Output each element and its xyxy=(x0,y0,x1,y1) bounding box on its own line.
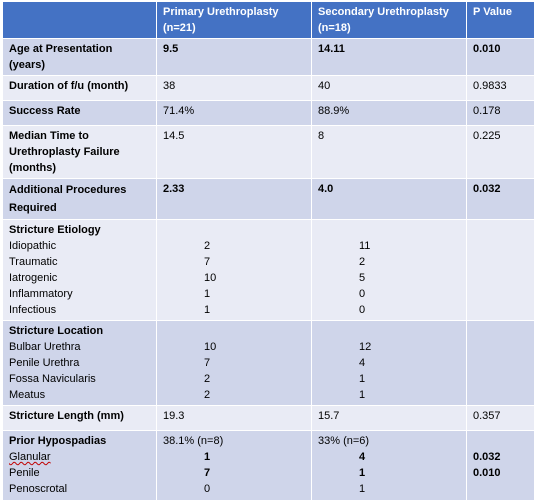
primary-value: 2 xyxy=(204,240,211,252)
row-label: Median Time to Urethroplasty Failure (mo… xyxy=(2,125,157,179)
secondary-value: 0 xyxy=(359,304,366,316)
row-label: Stricture Length (mm) xyxy=(2,405,157,431)
primary-total: 38.1% (n=8) xyxy=(163,435,224,447)
primary-value: 7 xyxy=(204,467,211,479)
p-value xyxy=(473,481,528,497)
primary-value: 1 xyxy=(204,451,211,463)
header-row: Primary Urethroplasty (n=21) Secondary U… xyxy=(2,1,535,39)
primary-value: 7 xyxy=(204,357,211,369)
secondary-value: 40 xyxy=(311,75,467,101)
row-age: Age at Presentation (years) 9.5 14.11 0.… xyxy=(2,38,535,76)
primary-value: 10 xyxy=(204,272,217,284)
location-name: Meatus xyxy=(9,389,46,401)
hypospadias-name: Penile xyxy=(9,467,40,479)
primary-value: 14.5 xyxy=(156,125,312,179)
hypospadias-primary: 38.1% (n=8) 1 7 0 xyxy=(156,430,312,501)
p-value: 0.178 xyxy=(466,100,535,126)
location-p xyxy=(466,320,535,406)
secondary-value: 14.11 xyxy=(311,38,467,76)
etiology-name: Infectious xyxy=(9,304,57,316)
p-value: 0.357 xyxy=(466,405,535,431)
hypospadias-title: Prior Hypospadias xyxy=(9,435,107,447)
etiology-name: Idiopathic xyxy=(9,240,57,252)
row-location: Stricture Location Bulbar Urethra Penile… xyxy=(2,320,535,406)
etiology-labels: Stricture Etiology Idiopathic Traumatic … xyxy=(2,219,157,321)
secondary-value: 4.0 xyxy=(311,178,467,220)
primary-value: 2 xyxy=(204,389,211,401)
location-primary: 10 7 2 2 xyxy=(156,320,312,406)
etiology-p xyxy=(466,219,535,321)
row-label: Success Rate xyxy=(2,100,157,126)
secondary-value: 1 xyxy=(359,467,366,479)
row-length: Stricture Length (mm) 19.3 15.7 0.357 xyxy=(2,405,535,431)
secondary-value: 1 xyxy=(359,373,366,385)
row-label: Age at Presentation (years) xyxy=(2,38,157,76)
primary-value: 0 xyxy=(204,483,211,495)
row-hypospadias: Prior Hypospadias Glanular Penile Penosc… xyxy=(2,430,535,501)
hypospadias-secondary: 33% (n=6) 4 1 1 xyxy=(311,430,467,501)
etiology-name: Iatrogenic xyxy=(9,272,58,284)
hypospadias-name: Glanular xyxy=(9,451,51,463)
primary-value: 7 xyxy=(204,256,211,268)
row-label: Additional Procedures Required xyxy=(2,178,157,220)
header-blank xyxy=(2,1,157,39)
etiology-name: Traumatic xyxy=(9,256,58,268)
secondary-value: 1 xyxy=(359,483,366,495)
row-etiology: Stricture Etiology Idiopathic Traumatic … xyxy=(2,219,535,321)
primary-value: 71.4% xyxy=(156,100,312,126)
location-title: Stricture Location xyxy=(9,325,104,337)
secondary-value: 8 xyxy=(311,125,467,179)
secondary-total: 33% (n=6) xyxy=(318,435,370,447)
etiology-secondary: 11 2 5 0 0 xyxy=(311,219,467,321)
secondary-value: 1 xyxy=(359,389,366,401)
secondary-value: 2 xyxy=(359,256,366,268)
location-name: Penile Urethra xyxy=(9,357,80,369)
primary-value: 9.5 xyxy=(156,38,312,76)
secondary-value: 5 xyxy=(359,272,366,284)
primary-value: 2 xyxy=(204,373,211,385)
location-name: Fossa Navicularis xyxy=(9,373,96,385)
secondary-value: 4 xyxy=(359,451,366,463)
secondary-value: 88.9% xyxy=(311,100,467,126)
etiology-name: Inflammatory xyxy=(9,288,73,300)
p-value: 0.032 xyxy=(473,451,501,463)
row-additional: Additional Procedures Required 2.33 4.0 … xyxy=(2,178,535,220)
p-value: 0.010 xyxy=(466,38,535,76)
etiology-primary: 2 7 10 1 1 xyxy=(156,219,312,321)
row-median: Median Time to Urethroplasty Failure (mo… xyxy=(2,125,535,179)
primary-value: 2.33 xyxy=(156,178,312,220)
p-value: 0.010 xyxy=(473,467,501,479)
secondary-value: 11 xyxy=(359,240,371,252)
p-value: 0.9833 xyxy=(466,75,535,101)
etiology-title: Stricture Etiology xyxy=(9,224,101,236)
location-labels: Stricture Location Bulbar Urethra Penile… xyxy=(2,320,157,406)
secondary-value: 12 xyxy=(359,341,372,353)
primary-value: 1 xyxy=(204,304,211,316)
primary-value: 38 xyxy=(156,75,312,101)
primary-value: 10 xyxy=(204,341,217,353)
row-duration: Duration of f/u (month) 38 40 0.9833 xyxy=(2,75,535,101)
header-secondary: Secondary Urethroplasty (n=18) xyxy=(311,1,467,39)
secondary-value: 0 xyxy=(359,288,366,300)
secondary-value: 4 xyxy=(359,357,366,369)
hypospadias-labels: Prior Hypospadias Glanular Penile Penosc… xyxy=(2,430,157,501)
p-value: 0.032 xyxy=(466,178,535,220)
p-value: 0.225 xyxy=(466,125,535,179)
hypospadias-p: 0.032 0.010 xyxy=(466,430,535,501)
primary-value: 19.3 xyxy=(156,405,312,431)
row-success: Success Rate 71.4% 88.9% 0.178 xyxy=(2,100,535,126)
location-secondary: 12 4 1 1 xyxy=(311,320,467,406)
header-pvalue: P Value xyxy=(466,1,535,39)
row-label: Duration of f/u (month) xyxy=(2,75,157,101)
hypospadias-name: Penoscrotal xyxy=(9,483,68,495)
location-name: Bulbar Urethra xyxy=(9,341,81,353)
header-primary: Primary Urethroplasty (n=21) xyxy=(156,1,312,39)
primary-value: 1 xyxy=(204,288,211,300)
secondary-value: 15.7 xyxy=(311,405,467,431)
